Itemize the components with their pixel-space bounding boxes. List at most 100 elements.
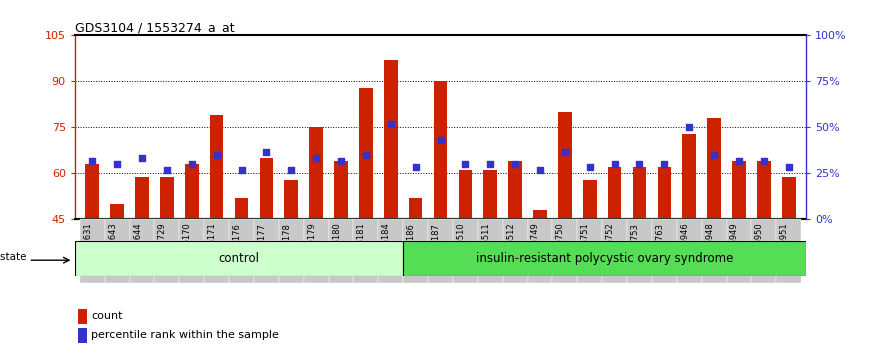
Bar xyxy=(657,167,671,219)
Bar xyxy=(78,309,86,324)
Text: GSM156753: GSM156753 xyxy=(631,223,640,274)
Text: GSM156512: GSM156512 xyxy=(506,223,515,273)
Point xyxy=(285,167,299,173)
Point xyxy=(757,158,771,164)
Bar xyxy=(234,198,248,219)
Point xyxy=(384,121,398,127)
Bar xyxy=(254,219,278,283)
Bar xyxy=(204,219,229,283)
Text: GSM156950: GSM156950 xyxy=(755,223,764,273)
Text: GSM156946: GSM156946 xyxy=(680,223,689,273)
Point xyxy=(359,152,373,158)
Point xyxy=(508,161,522,167)
Bar xyxy=(478,219,503,283)
Bar xyxy=(652,219,677,283)
Bar xyxy=(776,219,801,283)
Text: GSM155643: GSM155643 xyxy=(108,223,117,273)
Bar xyxy=(403,241,806,276)
Bar xyxy=(130,219,154,283)
Bar xyxy=(278,219,304,283)
Point xyxy=(458,161,472,167)
Bar xyxy=(508,161,522,219)
Bar xyxy=(701,219,727,283)
Bar xyxy=(707,118,721,219)
Point xyxy=(433,137,448,143)
Bar xyxy=(727,219,751,283)
Bar xyxy=(260,158,273,219)
Point xyxy=(334,158,348,164)
Bar xyxy=(403,219,428,283)
Text: percentile rank within the sample: percentile rank within the sample xyxy=(91,330,279,340)
Bar xyxy=(677,219,701,283)
Point xyxy=(309,155,323,161)
Bar xyxy=(453,219,478,283)
Point xyxy=(707,152,722,158)
Bar xyxy=(229,219,254,283)
Bar xyxy=(105,219,130,283)
Point xyxy=(657,161,671,167)
Bar xyxy=(633,167,647,219)
Bar xyxy=(304,219,329,283)
Text: GDS3104 / 1553274_a_at: GDS3104 / 1553274_a_at xyxy=(75,21,234,34)
Point xyxy=(135,155,149,161)
Text: GSM155644: GSM155644 xyxy=(133,223,142,273)
Bar xyxy=(558,112,572,219)
Text: GSM156176: GSM156176 xyxy=(233,223,241,274)
Bar xyxy=(359,87,373,219)
Text: GSM156948: GSM156948 xyxy=(705,223,714,273)
Bar xyxy=(528,219,552,283)
Bar xyxy=(185,164,198,219)
Text: insulin-resistant polycystic ovary syndrome: insulin-resistant polycystic ovary syndr… xyxy=(476,252,733,265)
Text: GSM156951: GSM156951 xyxy=(780,223,788,273)
Bar xyxy=(484,170,497,219)
Point xyxy=(781,165,796,170)
Bar xyxy=(428,219,453,283)
Point xyxy=(159,167,174,173)
Point xyxy=(210,152,224,158)
Bar xyxy=(757,161,771,219)
Bar xyxy=(781,177,796,219)
Bar xyxy=(309,127,323,219)
Text: disease state: disease state xyxy=(0,252,26,262)
Bar xyxy=(285,179,298,219)
Text: GSM156750: GSM156750 xyxy=(556,223,565,273)
Bar xyxy=(110,204,124,219)
Text: GSM156179: GSM156179 xyxy=(307,223,316,273)
Bar xyxy=(583,179,596,219)
Point xyxy=(558,149,572,155)
Bar xyxy=(210,115,224,219)
Text: GSM156181: GSM156181 xyxy=(357,223,366,273)
Bar xyxy=(78,328,86,343)
Bar xyxy=(577,219,603,283)
Text: GSM156177: GSM156177 xyxy=(257,223,266,274)
Text: GSM156511: GSM156511 xyxy=(481,223,490,273)
Text: control: control xyxy=(218,252,259,265)
Text: GSM156763: GSM156763 xyxy=(655,223,664,274)
Text: GSM156178: GSM156178 xyxy=(282,223,292,274)
Point xyxy=(533,167,547,173)
Point xyxy=(633,161,647,167)
Text: GSM156186: GSM156186 xyxy=(407,223,416,274)
Bar xyxy=(75,241,403,276)
Point xyxy=(110,161,124,167)
Text: GSM155729: GSM155729 xyxy=(158,223,167,273)
Bar xyxy=(603,219,627,283)
Bar xyxy=(533,210,547,219)
Bar xyxy=(732,161,746,219)
Point xyxy=(483,161,497,167)
Text: GSM156749: GSM156749 xyxy=(531,223,540,273)
Text: GSM155631: GSM155631 xyxy=(84,223,93,273)
Bar xyxy=(433,81,448,219)
Text: GSM156171: GSM156171 xyxy=(208,223,217,273)
Point xyxy=(608,161,622,167)
Bar xyxy=(683,133,696,219)
Bar xyxy=(503,219,528,283)
Point xyxy=(582,165,596,170)
Text: count: count xyxy=(91,311,122,321)
Bar xyxy=(751,219,776,283)
Text: GSM156510: GSM156510 xyxy=(456,223,465,273)
Point xyxy=(409,165,423,170)
Bar xyxy=(160,177,174,219)
Point xyxy=(682,125,696,130)
Text: GSM156752: GSM156752 xyxy=(605,223,615,273)
